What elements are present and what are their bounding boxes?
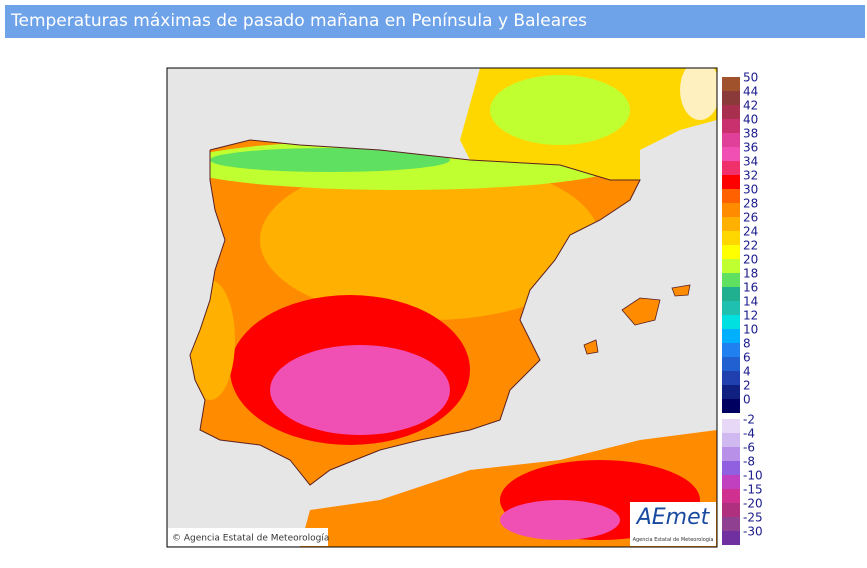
legend-label: -10 (743, 469, 763, 483)
copyright: © Agencia Estatal de Meteorología (172, 534, 329, 544)
legend-label: 6 (743, 351, 751, 365)
legend-label: -2 (743, 413, 755, 427)
legend-swatch (722, 133, 740, 147)
legend-label: -8 (743, 455, 755, 469)
legend: 5044424038363432302826242220181614121086… (722, 71, 763, 545)
legend-swatch (722, 399, 740, 413)
legend-label: 12 (743, 309, 758, 323)
legend-swatch (722, 329, 740, 343)
legend-label: 0 (743, 393, 751, 407)
legend-swatch (722, 531, 740, 545)
page-title: Temperaturas máximas de pasado mañana en… (5, 5, 865, 38)
legend-label: -20 (743, 497, 763, 511)
legend-label: 32 (743, 169, 758, 183)
legend-swatch (722, 371, 740, 385)
legend-label: 18 (743, 267, 758, 281)
legend-label: 8 (743, 337, 751, 351)
legend-swatch (722, 175, 740, 189)
legend-label: 44 (743, 85, 758, 99)
legend-swatch (722, 189, 740, 203)
legend-swatch (722, 357, 740, 371)
legend-swatch (722, 475, 740, 489)
logo: AEmet (635, 505, 711, 530)
legend-swatch (722, 217, 740, 231)
legend-label: 30 (743, 183, 758, 197)
legend-swatch (722, 489, 740, 503)
legend-label: 34 (743, 155, 758, 169)
legend-swatch (722, 245, 740, 259)
legend-swatch (722, 447, 740, 461)
legend-swatch (722, 77, 740, 91)
legend-swatch (722, 119, 740, 133)
legend-swatch (722, 161, 740, 175)
legend-swatch (722, 503, 740, 517)
legend-label: 14 (743, 295, 758, 309)
legend-label: -30 (743, 525, 763, 539)
legend-swatch (722, 419, 740, 433)
legend-label: 42 (743, 99, 758, 113)
legend-swatch (722, 147, 740, 161)
legend-swatch (722, 433, 740, 447)
legend-swatch (722, 461, 740, 475)
legend-label: -6 (743, 441, 755, 455)
legend-label: -4 (743, 427, 755, 441)
legend-swatch (722, 259, 740, 273)
legend-swatch (722, 105, 740, 119)
legend-swatch (722, 385, 740, 399)
legend-label: 2 (743, 379, 751, 393)
map: © Agencia Estatal de Meteorología AEmet … (167, 68, 717, 547)
legend-label: 4 (743, 365, 751, 379)
legend-label: 36 (743, 141, 758, 155)
legend-swatch (722, 315, 740, 329)
legend-label: 38 (743, 127, 758, 141)
legend-swatch (722, 287, 740, 301)
legend-label: 28 (743, 197, 758, 211)
legend-label: -25 (743, 511, 763, 525)
legend-label: 50 (743, 71, 758, 85)
legend-swatch (722, 343, 740, 357)
legend-swatch (722, 273, 740, 287)
legend-label: 24 (743, 225, 758, 239)
legend-label: -15 (743, 483, 763, 497)
legend-label: 20 (743, 253, 758, 267)
legend-label: 16 (743, 281, 758, 295)
legend-swatch (722, 231, 740, 245)
legend-swatch (722, 517, 740, 531)
legend-label: 40 (743, 113, 758, 127)
legend-swatch (722, 203, 740, 217)
legend-label: 22 (743, 239, 758, 253)
legend-label: 26 (743, 211, 758, 225)
legend-label: 10 (743, 323, 758, 337)
logo-subtitle: Agencia Estatal de Meteorología (633, 536, 714, 543)
legend-swatch (722, 301, 740, 315)
legend-swatch (722, 91, 740, 105)
